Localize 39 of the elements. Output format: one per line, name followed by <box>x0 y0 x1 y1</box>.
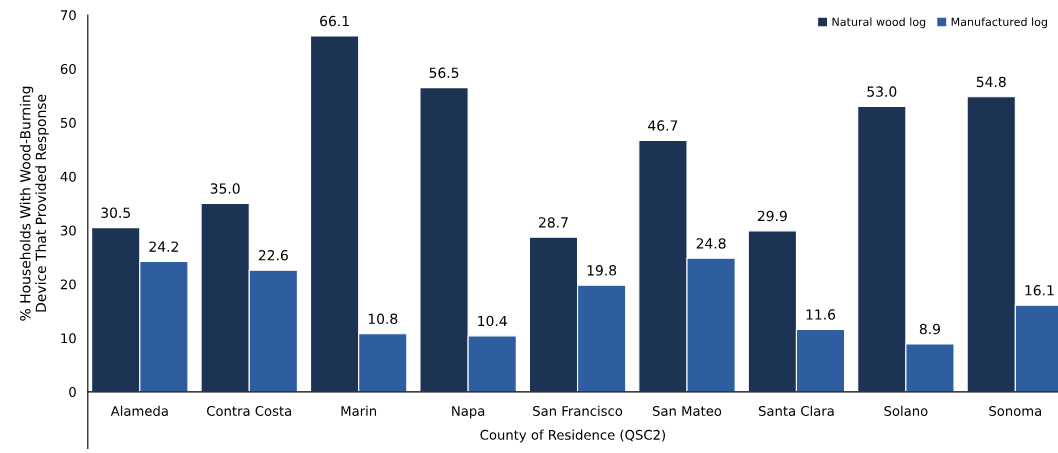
x-tick-label: Napa <box>452 406 485 419</box>
x-tick-label: San Francisco <box>533 405 623 416</box>
y-tick-label: 70 <box>61 10 76 21</box>
data-label: 35.0 <box>210 183 240 194</box>
data-label: 24.2 <box>149 241 178 252</box>
data-label: 10.8 <box>368 313 398 325</box>
x-tick-label: Contra Costa <box>207 405 292 416</box>
y-axis-title: % Households With Wood-Burning Device That Provided Response <box>19 86 49 321</box>
y-tick-label: 60 <box>60 64 76 74</box>
y-tick-label: 0 <box>69 387 76 398</box>
data-label: 10.4 <box>478 315 507 327</box>
y-tick-label: 10 <box>61 333 76 344</box>
y-tick-label: 20 <box>60 279 76 290</box>
y-tick-label: 30 <box>60 225 76 236</box>
data-label: 53.0 <box>867 86 897 97</box>
data-label: 30.5 <box>101 207 130 218</box>
data-label: 29.9 <box>757 210 787 222</box>
data-label: 19.8 <box>587 265 617 276</box>
legend-label: Natural wood log <box>832 17 926 29</box>
x-tick-label: Solano <box>884 405 928 416</box>
y-tick-label: 40 <box>60 171 76 182</box>
data-label: 8.9 <box>919 323 941 335</box>
data-label: 24.8 <box>696 238 726 249</box>
legend-label: Manufactured log <box>951 17 1047 29</box>
data-label: 16.1 <box>1025 285 1054 296</box>
x-tick-label: Sonoma <box>989 405 1042 416</box>
data-label: 46.7 <box>648 120 678 131</box>
x-tick-label: San Mateo <box>652 405 722 416</box>
data-label: 54.8 <box>976 76 1006 88</box>
data-label: 22.6 <box>258 250 288 261</box>
y-tick-label: 50 <box>60 117 76 128</box>
data-label: 66.1 <box>320 15 349 27</box>
x-tick-label: Santa Clara <box>758 405 834 416</box>
x-tick-label: Marin <box>341 405 377 416</box>
data-label: 56.5 <box>429 67 459 78</box>
x-tick-label: Alameda <box>110 405 168 416</box>
data-label: 28.7 <box>539 217 568 228</box>
data-label: 11.6 <box>806 309 836 320</box>
x-axis-title: County of Residence (QSC2) <box>480 429 665 443</box>
